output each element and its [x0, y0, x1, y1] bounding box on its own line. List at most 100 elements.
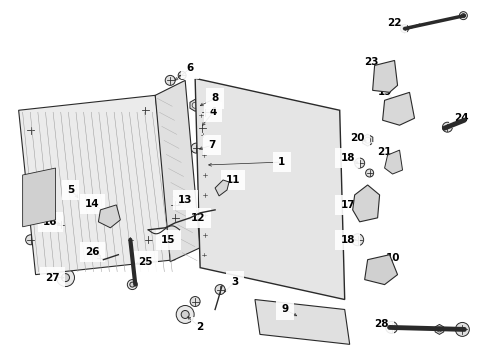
Text: 15: 15	[161, 235, 175, 245]
Circle shape	[127, 280, 137, 290]
Circle shape	[354, 158, 364, 168]
Circle shape	[96, 253, 105, 262]
Circle shape	[178, 71, 186, 79]
Circle shape	[202, 232, 207, 237]
Text: 11: 11	[226, 175, 240, 185]
Polygon shape	[23, 168, 56, 227]
Text: 19: 19	[377, 87, 391, 97]
Circle shape	[436, 327, 441, 332]
Circle shape	[26, 235, 35, 245]
Circle shape	[402, 26, 406, 31]
Polygon shape	[98, 205, 120, 228]
Text: 5: 5	[67, 185, 74, 195]
Circle shape	[175, 237, 181, 243]
Circle shape	[202, 212, 207, 217]
Circle shape	[202, 192, 207, 197]
Circle shape	[214, 285, 225, 295]
Polygon shape	[18, 95, 175, 275]
Circle shape	[454, 322, 469, 336]
Text: 9: 9	[281, 305, 288, 315]
Polygon shape	[214, 180, 228, 196]
Circle shape	[56, 220, 65, 230]
Circle shape	[385, 321, 397, 333]
Circle shape	[126, 236, 134, 244]
Circle shape	[370, 261, 378, 269]
Polygon shape	[372, 60, 397, 92]
Circle shape	[197, 123, 207, 133]
Circle shape	[357, 196, 365, 204]
Polygon shape	[382, 92, 414, 125]
Circle shape	[165, 75, 175, 85]
Text: 20: 20	[350, 133, 364, 143]
Text: 28: 28	[374, 320, 388, 330]
Text: 14: 14	[85, 199, 100, 209]
Circle shape	[212, 118, 217, 123]
Circle shape	[172, 234, 184, 246]
Polygon shape	[352, 185, 379, 222]
Polygon shape	[211, 115, 219, 125]
Text: 13: 13	[178, 195, 192, 205]
Circle shape	[388, 102, 395, 109]
Circle shape	[378, 69, 385, 76]
Text: 4: 4	[209, 107, 216, 117]
Circle shape	[109, 217, 115, 223]
Circle shape	[200, 107, 210, 117]
Circle shape	[170, 213, 180, 223]
Polygon shape	[384, 150, 402, 174]
Polygon shape	[255, 300, 349, 345]
Text: 24: 24	[453, 113, 468, 123]
Polygon shape	[190, 99, 200, 111]
Circle shape	[61, 273, 69, 282]
Circle shape	[70, 222, 76, 228]
Circle shape	[103, 209, 110, 216]
Circle shape	[26, 125, 35, 135]
Text: 27: 27	[45, 273, 60, 283]
Circle shape	[191, 143, 201, 153]
Circle shape	[351, 234, 363, 246]
Circle shape	[365, 169, 373, 177]
Circle shape	[441, 122, 452, 132]
Circle shape	[202, 172, 207, 177]
Circle shape	[169, 199, 181, 211]
Circle shape	[380, 269, 387, 276]
Circle shape	[201, 252, 206, 257]
Circle shape	[201, 152, 206, 157]
Text: 12: 12	[191, 213, 205, 223]
Text: 10: 10	[384, 253, 399, 263]
Text: 1: 1	[278, 157, 285, 167]
Circle shape	[181, 311, 189, 318]
Circle shape	[198, 113, 203, 118]
Circle shape	[143, 235, 153, 245]
Polygon shape	[155, 80, 200, 262]
Text: 3: 3	[231, 277, 238, 287]
Circle shape	[364, 137, 370, 143]
Text: 21: 21	[377, 147, 391, 157]
Text: 16: 16	[43, 217, 58, 227]
Text: 22: 22	[387, 17, 401, 27]
Circle shape	[130, 282, 135, 287]
Polygon shape	[364, 255, 397, 285]
Text: 18: 18	[340, 235, 354, 245]
Circle shape	[460, 14, 465, 17]
Circle shape	[57, 269, 75, 287]
Circle shape	[398, 112, 405, 119]
Circle shape	[385, 77, 392, 84]
Text: 18: 18	[340, 153, 354, 163]
Text: 26: 26	[85, 247, 100, 257]
Circle shape	[389, 159, 395, 165]
Text: 7: 7	[208, 140, 215, 150]
Circle shape	[190, 297, 200, 307]
Polygon shape	[362, 134, 372, 146]
Circle shape	[200, 133, 205, 138]
Polygon shape	[195, 79, 344, 300]
Text: 17: 17	[340, 200, 354, 210]
Circle shape	[400, 25, 408, 32]
Text: 25: 25	[138, 257, 152, 267]
Circle shape	[367, 206, 374, 213]
Text: 23: 23	[363, 57, 378, 67]
Circle shape	[67, 219, 79, 231]
Circle shape	[458, 12, 467, 20]
Circle shape	[140, 105, 150, 115]
Circle shape	[176, 306, 194, 323]
Circle shape	[192, 102, 198, 108]
